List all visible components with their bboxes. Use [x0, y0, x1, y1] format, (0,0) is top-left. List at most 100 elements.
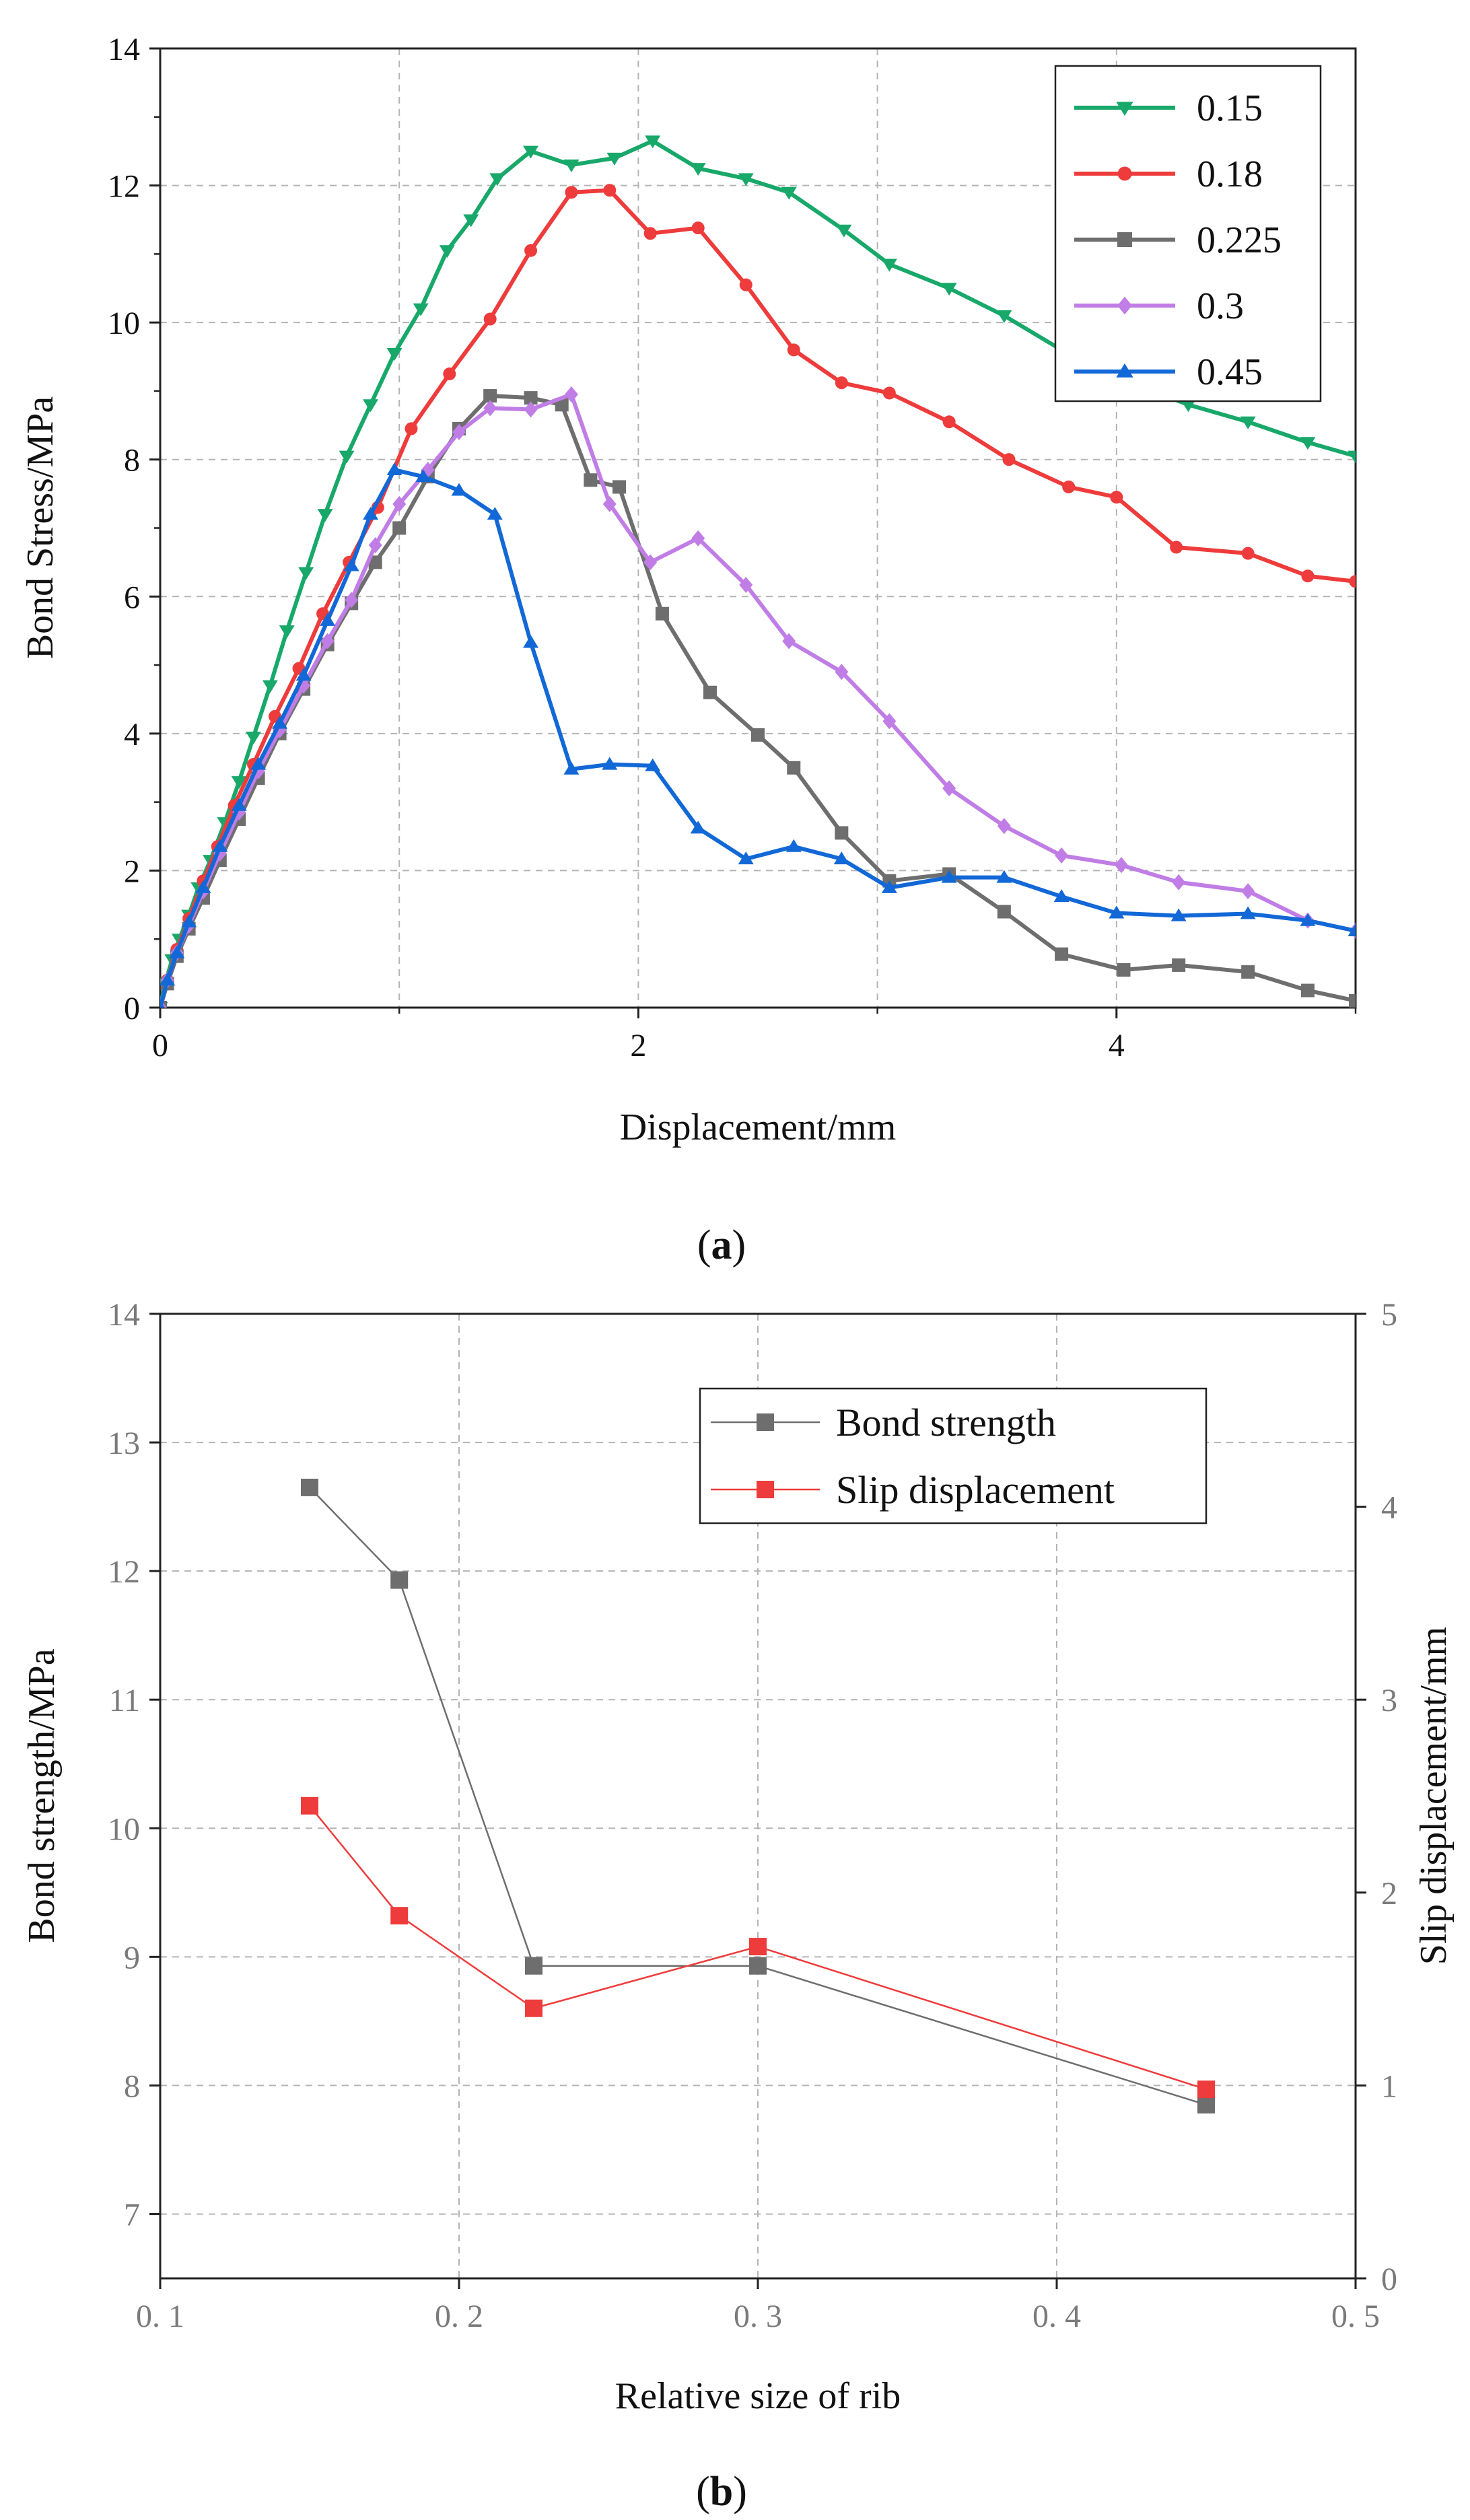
panel-a-data-point — [997, 905, 1011, 919]
panel-a-data-point — [195, 880, 211, 893]
panel-a-data-point — [655, 606, 669, 621]
panel-b-y2-axis-label: Slip displacement/mm — [1413, 1627, 1455, 1965]
panel-a-data-point — [996, 870, 1012, 883]
panel-a-data-point — [1109, 905, 1125, 919]
panel-a-caption: (a) — [697, 1222, 746, 1268]
panel-b-x-tick-label: 0. 3 — [734, 2299, 782, 2334]
panel-a-data-point — [645, 135, 661, 149]
panel-a-data-point — [882, 713, 897, 730]
panel-a-x-tick-label: 4 — [1109, 1028, 1125, 1063]
panel-a-data-point — [363, 507, 379, 520]
panel-a-data-point — [1180, 399, 1196, 413]
panel-a-y-tick-label: 8 — [124, 443, 140, 479]
panel-a-data-point — [1300, 983, 1315, 998]
panel-a-data-point — [751, 728, 765, 742]
panel-b-series-slip-displacement — [301, 1796, 1215, 2099]
panel-a-legend-label: 0.3 — [1197, 285, 1244, 327]
panel-a-data-point — [386, 347, 403, 361]
panel-a-data-point — [1300, 913, 1316, 926]
panel-a-data-point — [691, 221, 705, 235]
panel-b-x-tick-label: 0. 5 — [1331, 2299, 1380, 2334]
panel-a-data-point — [833, 851, 849, 865]
panel-a-data-point — [523, 145, 539, 159]
panel-a-data-point — [1117, 963, 1131, 977]
panel-a-data-point — [881, 880, 897, 893]
panel-a-data-point — [1170, 908, 1187, 921]
panel-a-data-point — [320, 633, 335, 650]
panel-b-y-axis-label: Bond strength/MPa — [21, 1648, 63, 1943]
panel-b-x-tick-label: 0. 4 — [1032, 2299, 1081, 2334]
panel-a-data-point — [524, 391, 538, 405]
panel-a-data-point — [160, 1000, 165, 1008]
panel-a-data-point — [1002, 453, 1016, 466]
panel-b-data-point — [390, 1571, 409, 1589]
panel-a-data-point — [1241, 882, 1255, 899]
panel-a-data-point — [782, 633, 796, 650]
panel-a-data-point — [996, 310, 1012, 323]
panel-a-data-point — [339, 450, 355, 464]
panel-a-data-point — [563, 160, 580, 173]
panel-a-data-point — [392, 495, 407, 512]
panel-a-legend: 0.15 0.18 0.225 0.3 0.45 — [1054, 65, 1322, 403]
panel-b-legend-marker — [757, 1413, 774, 1431]
panel-a-data-point — [439, 245, 455, 258]
panel-b-series-line — [309, 1487, 1207, 2106]
panel-a-legend-marker — [1117, 166, 1132, 181]
panel-a-data-point — [181, 914, 197, 928]
panel-a-data-point — [212, 839, 228, 852]
panel-a-data-point — [1172, 958, 1186, 972]
panel-a-data-point — [363, 399, 379, 413]
panel-a-data-point — [524, 401, 538, 418]
panel-a-data-point — [1053, 889, 1070, 903]
panel-a-data-point — [645, 758, 661, 771]
panel-b-data-point — [1197, 2096, 1215, 2114]
panel-b-data-point — [390, 1907, 409, 1925]
panel-b-data-point — [1197, 2080, 1215, 2099]
panel-a-data-point — [1349, 993, 1356, 1008]
panel-a-data-point — [565, 186, 578, 199]
panel-a-series-line — [160, 392, 1356, 1008]
panel-a-data-point — [691, 530, 705, 547]
panel-a-data-point — [881, 258, 897, 272]
panel-a-data-point — [835, 376, 848, 390]
panel-a-data-point — [835, 664, 849, 680]
panel-b-x-axis-label: Relative size of rib — [615, 2375, 901, 2417]
panel-a-data-point — [386, 462, 403, 475]
panel-a-legend-label: 0.45 — [1197, 351, 1263, 393]
panel-a-data-point — [584, 473, 598, 487]
panel-a-data-point — [487, 507, 503, 520]
panel-a-y-tick-label: 2 — [124, 853, 140, 889]
panel-a-x-tick-label: 2 — [630, 1028, 646, 1063]
panel-a-data-point — [524, 244, 538, 257]
panel-b-y-tick-label: 12 — [108, 1554, 140, 1590]
panel-a-data-point — [483, 312, 497, 326]
panel-a-legend-label: 0.225 — [1197, 219, 1282, 261]
panel-b-legend-box — [699, 1387, 1208, 1525]
panel-a-legend-marker — [1117, 232, 1132, 247]
panel-a-data-point — [452, 424, 466, 440]
panel-b-y2-tick-label: 0 — [1381, 2262, 1397, 2297]
panel-a-data-point — [836, 224, 852, 238]
panel-a-data-point — [1301, 569, 1315, 583]
panel-a-series-0.3 — [160, 386, 1356, 1008]
panel-a-y-tick-label: 14 — [108, 32, 140, 67]
panel-a-data-point — [489, 173, 505, 186]
panel-a-data-point — [262, 680, 278, 693]
panel-b-y2-tick-label: 2 — [1381, 1876, 1397, 1912]
panel-a-data-point — [781, 186, 797, 200]
panel-a-legend-label: 0.18 — [1197, 153, 1263, 195]
panel-a-y-tick-label: 6 — [124, 580, 140, 615]
panel-a-series — [160, 135, 1356, 1008]
panel-a-data-point — [413, 303, 429, 316]
panel-a-y-tick-label: 0 — [124, 991, 140, 1026]
panel-a-data-point — [787, 761, 801, 775]
panel-b-y-tick-label: 9 — [124, 1940, 140, 1975]
panel-a-series-line — [160, 467, 1356, 1008]
panel-a-x-tick-label: 0 — [152, 1028, 168, 1063]
panel-b-y-tick-label: 10 — [108, 1811, 140, 1847]
panel-a-y-tick-label: 4 — [124, 717, 140, 753]
panel-a-series-0.45 — [160, 462, 1356, 1008]
panel-b-data-point — [749, 1957, 767, 1975]
